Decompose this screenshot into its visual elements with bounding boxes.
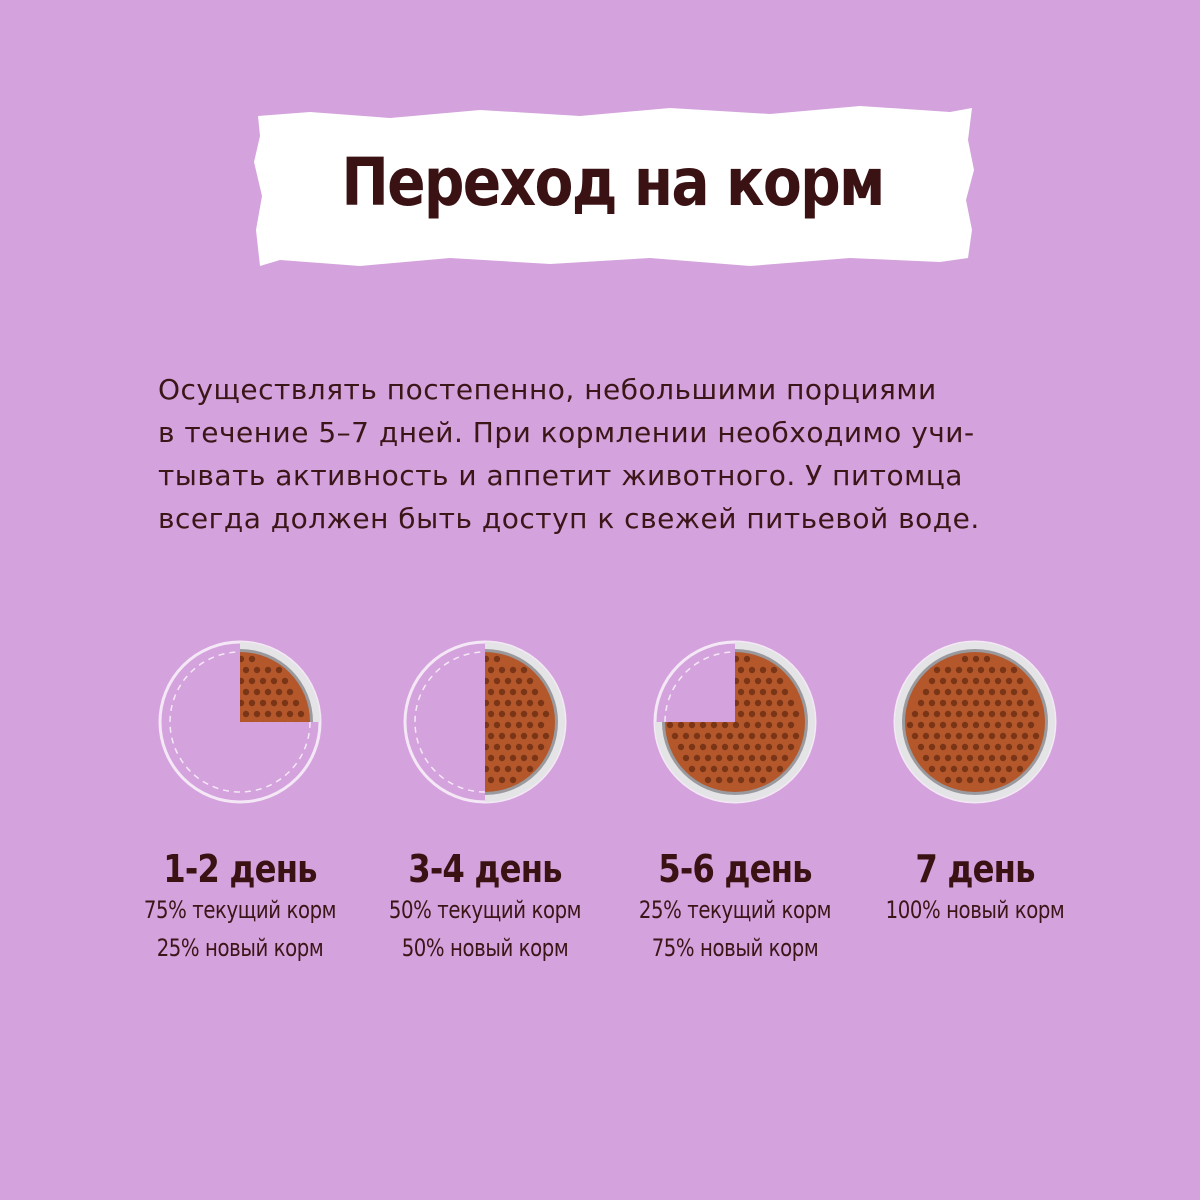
stage-current-food-line: 50% текущий корм: [388, 896, 582, 924]
title-banner: Переход на корм: [250, 100, 975, 270]
transition-stages: 1-2 день 75% текущий корм 25% новый корм…: [115, 630, 1085, 990]
stage-title: 1-2 день: [163, 847, 317, 891]
stage-card: 1-2 день 75% текущий корм 25% новый корм: [115, 630, 365, 967]
new-food-portion: [485, 642, 565, 802]
stage-card: 3-4 день 50% текущий корм 50% новый корм: [360, 630, 610, 967]
stage-current-food-line: 25% текущий корм: [638, 896, 832, 924]
bowl-icon: [650, 637, 820, 807]
stage-card: 5-6 день 25% текущий корм 75% новый корм: [610, 630, 860, 967]
stage-new-food-line: 25% новый корм: [156, 934, 324, 962]
stage-current-food-line: 75% текущий корм: [143, 896, 337, 924]
page-title: Переход на корм: [341, 143, 885, 221]
stage-new-food-line: 75% новый корм: [651, 934, 819, 962]
description-line: Осуществлять постепенно, небольшими порц…: [158, 373, 937, 406]
bowl-icon: [155, 637, 325, 807]
description-line: в течение 5–7 дней. При кормлении необхо…: [158, 416, 975, 449]
bowl-icon: [400, 637, 570, 807]
stage-title: 3-4 день: [408, 847, 562, 891]
stage-new-food-line: 100% новый корм: [885, 896, 1065, 924]
new-food-portion: [240, 642, 320, 722]
stage-card: 7 день 100% новый корм: [850, 630, 1100, 929]
description-line: тывать активность и аппетит животного. У…: [158, 459, 963, 492]
stage-new-food-line: 50% новый корм: [401, 934, 569, 962]
new-food-portion: [895, 642, 1055, 802]
description-line: всегда должен быть доступ к свежей питье…: [158, 502, 980, 535]
description: Осуществлять постепенно, небольшими порц…: [158, 368, 1058, 540]
bowl-icon: [890, 637, 1060, 807]
stage-title: 7 день: [915, 847, 1035, 891]
stage-title: 5-6 день: [658, 847, 812, 891]
brush-stroke-background: [254, 106, 974, 266]
